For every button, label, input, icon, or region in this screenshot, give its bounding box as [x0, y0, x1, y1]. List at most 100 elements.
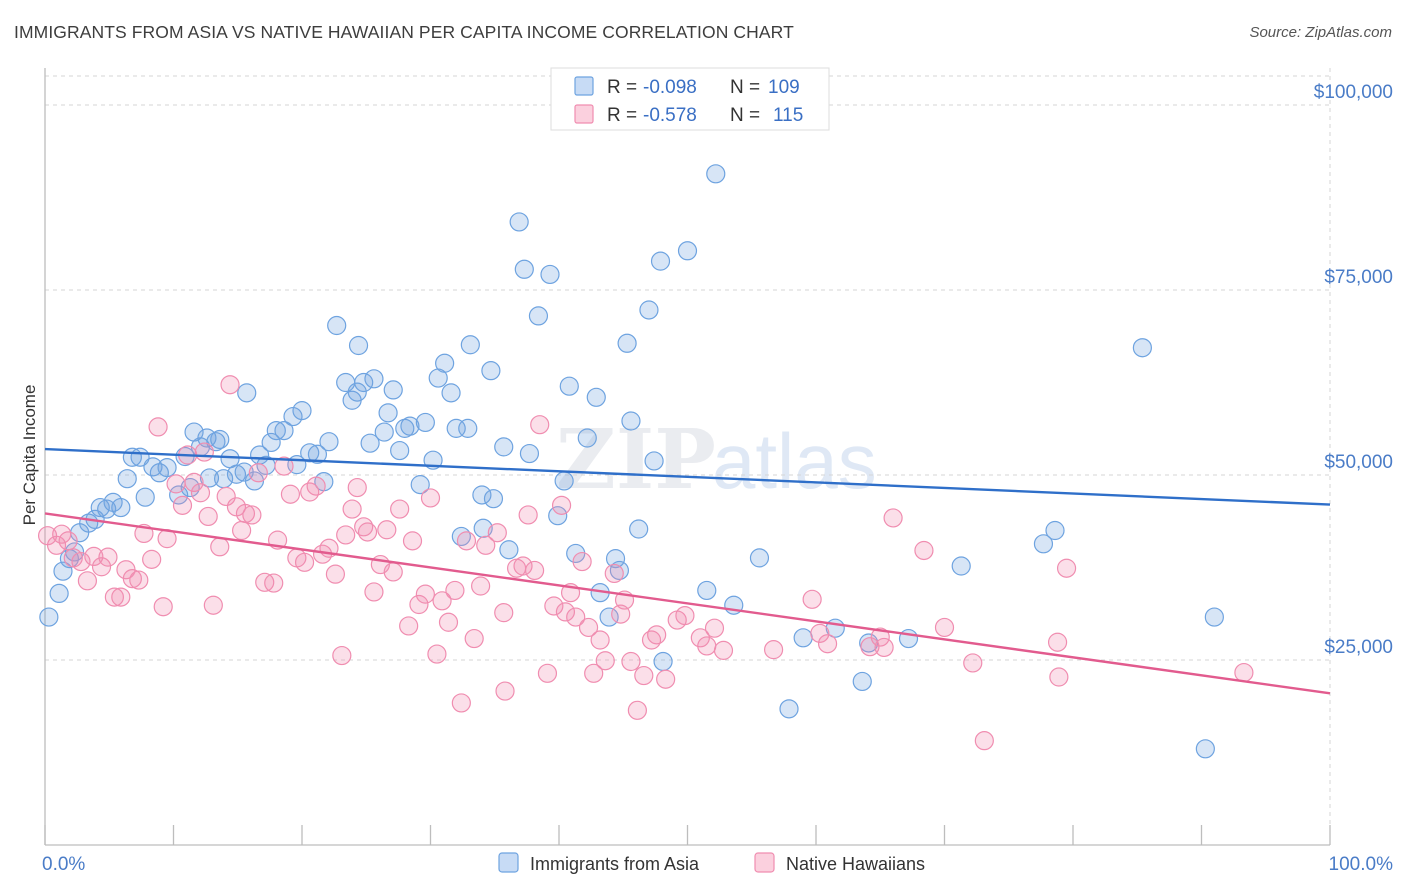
- x-tick-label-start: 0.0%: [42, 854, 85, 875]
- point-native-hawaiians: [274, 456, 294, 476]
- point-immigrants-from-asia: [390, 440, 410, 461]
- legend-r-value-nh: -0.578: [643, 105, 697, 126]
- point-native-hawaiians: [248, 463, 268, 483]
- point-native-hawaiians: [402, 531, 423, 551]
- point-immigrants-from-asia: [629, 519, 649, 539]
- point-native-hawaiians: [220, 375, 240, 395]
- legend-swatch-nh: [574, 104, 594, 124]
- point-native-hawaiians: [216, 486, 236, 507]
- point-immigrants-from-asia: [639, 300, 659, 320]
- bottom-legend: Immigrants from Asia Native Hawaiians: [498, 852, 925, 874]
- point-native-hawaiians: [704, 618, 725, 638]
- source-label: Source: ZipAtlas.com: [1249, 24, 1392, 41]
- point-native-hawaiians: [551, 495, 572, 515]
- point-native-hawaiians: [264, 573, 284, 593]
- point-native-hawaiians: [235, 503, 256, 524]
- point-immigrants-from-asia: [327, 315, 347, 336]
- point-immigrants-from-asia: [621, 411, 641, 431]
- point-native-hawaiians: [203, 595, 223, 615]
- point-immigrants-from-asia: [605, 549, 626, 569]
- point-immigrants-from-asia: [157, 458, 177, 478]
- point-native-hawaiians: [98, 547, 118, 567]
- point-native-hawaiians: [198, 506, 218, 527]
- point-native-hawaiians: [476, 535, 496, 555]
- point-native-hawaiians: [111, 587, 131, 607]
- point-native-hawaiians: [210, 537, 230, 557]
- point-native-hawaiians: [656, 669, 676, 689]
- point-native-hawaiians: [524, 560, 545, 581]
- point-immigrants-from-asia: [559, 376, 579, 396]
- point-native-hawaiians: [122, 568, 142, 589]
- point-immigrants-from-asia: [319, 432, 339, 452]
- point-native-hawaiians: [817, 634, 838, 654]
- point-immigrants-from-asia: [472, 485, 492, 505]
- point-native-hawaiians: [390, 499, 410, 519]
- point-immigrants-from-asia: [199, 468, 220, 488]
- point-native-hawaiians: [578, 617, 599, 638]
- y-tick-labels: $25,000 $50,000 $75,000 $100,000: [1314, 82, 1393, 658]
- point-immigrants-from-asia: [951, 556, 971, 576]
- bottom-legend-swatch-asia: [498, 852, 519, 873]
- point-immigrants-from-asia: [169, 485, 189, 505]
- point-native-hawaiians: [172, 495, 193, 515]
- point-immigrants-from-asia: [300, 443, 320, 463]
- point-immigrants-from-asia: [446, 418, 466, 438]
- point-native-hawaiians: [451, 693, 471, 713]
- point-native-hawaiians: [427, 644, 447, 664]
- point-immigrants-from-asia: [348, 335, 369, 356]
- point-native-hawaiians: [641, 630, 662, 650]
- point-immigrants-from-asia: [210, 429, 230, 450]
- legend-r-label-asia: R =: [607, 77, 637, 98]
- point-immigrants-from-asia: [135, 487, 155, 507]
- bottom-legend-swatch-nh: [754, 852, 775, 873]
- point-immigrants-from-asia: [644, 451, 664, 471]
- point-immigrants-from-asia: [540, 264, 560, 285]
- point-immigrants-from-asia: [548, 506, 568, 526]
- point-native-hawaiians: [584, 663, 604, 683]
- point-native-hawaiians: [883, 508, 903, 528]
- point-native-hawaiians: [420, 488, 441, 508]
- point-immigrants-from-asia: [1045, 520, 1065, 541]
- legend-n-label-asia: N =: [730, 77, 760, 98]
- point-native-hawaiians: [142, 549, 162, 569]
- x-tick-labels: 0.0% 100.0%: [42, 854, 1393, 875]
- point-immigrants-from-asia: [64, 542, 85, 562]
- point-native-hawaiians: [713, 640, 734, 660]
- point-native-hawaiians: [336, 525, 356, 545]
- point-native-hawaiians: [530, 415, 550, 435]
- bottom-legend-label-asia: Immigrants from Asia: [530, 854, 700, 874]
- point-immigrants-from-asia: [617, 333, 637, 353]
- point-immigrants-from-asia: [554, 471, 574, 491]
- point-native-hawaiians: [914, 540, 934, 561]
- legend-n-value-nh: 115: [773, 105, 803, 126]
- point-immigrants-from-asia: [677, 241, 698, 261]
- point-native-hawaiians: [148, 417, 168, 437]
- point-native-hawaiians: [280, 484, 301, 504]
- series-native-hawaiians: [37, 375, 1254, 751]
- point-immigrants-from-asia: [793, 628, 813, 648]
- point-immigrants-from-asia: [483, 489, 504, 509]
- legend-n-value-asia: 109: [768, 77, 800, 98]
- point-native-hawaiians: [438, 612, 459, 632]
- point-immigrants-from-asia: [494, 437, 514, 457]
- point-immigrants-from-asia: [499, 540, 519, 560]
- y-axis-title: Per Capita Income: [20, 385, 39, 526]
- point-native-hawaiians: [354, 517, 374, 537]
- point-native-hawaiians: [675, 605, 695, 626]
- point-native-hawaiians: [445, 580, 465, 601]
- chart-title: IMMIGRANTS FROM ASIA VS NATIVE HAWAIIAN …: [14, 22, 794, 42]
- point-native-hawaiians: [364, 582, 384, 602]
- point-immigrants-from-asia: [514, 259, 534, 279]
- point-immigrants-from-asia: [410, 475, 430, 495]
- point-immigrants-from-asia: [354, 372, 374, 393]
- point-native-hawaiians: [1047, 632, 1068, 652]
- point-immigrants-from-asia: [374, 422, 394, 442]
- point-native-hawaiians: [46, 535, 67, 555]
- point-immigrants-from-asia: [650, 251, 671, 271]
- point-native-hawaiians: [963, 653, 983, 673]
- point-native-hawaiians: [166, 474, 186, 494]
- point-native-hawaiians: [399, 616, 419, 636]
- point-native-hawaiians: [456, 531, 477, 551]
- legend-swatch-asia: [574, 76, 594, 96]
- point-native-hawaiians: [357, 522, 378, 542]
